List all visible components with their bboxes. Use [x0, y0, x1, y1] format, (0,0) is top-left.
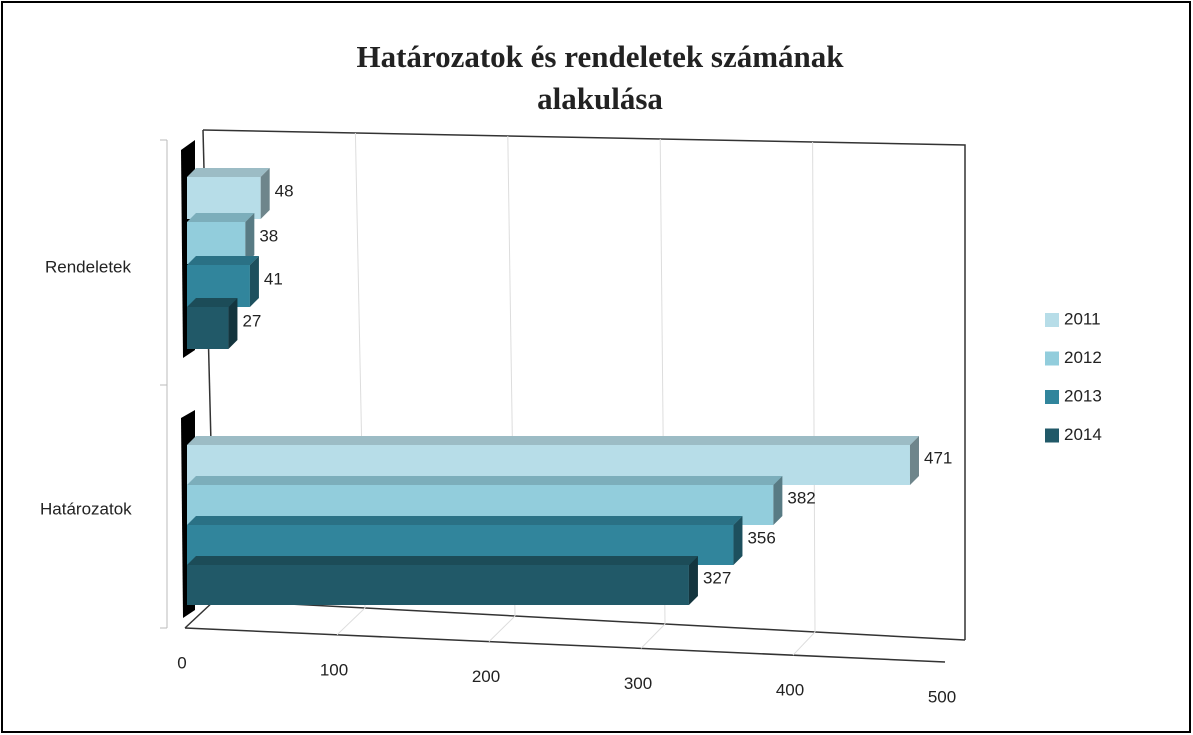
bar-side — [228, 298, 238, 349]
grid-line — [792, 631, 816, 656]
legend-swatch — [1045, 313, 1059, 327]
data-label: 382 — [787, 488, 815, 507]
bar-side — [909, 436, 919, 485]
bar — [187, 556, 698, 605]
legend-swatch — [1045, 428, 1059, 443]
data-label: 48 — [275, 181, 294, 200]
x-tick-label: 300 — [624, 674, 652, 693]
chart-title: Határozatok és rendeletek számának alakul… — [356, 39, 844, 116]
x-tick-label: 100 — [320, 660, 348, 679]
bar-top — [187, 556, 698, 565]
bar — [187, 298, 238, 349]
back-wall — [202, 129, 966, 640]
y-tick-label: Határozatok — [40, 499, 132, 518]
x-tick-label: 0 — [177, 653, 186, 672]
data-label: 327 — [703, 568, 731, 587]
data-label: 41 — [264, 269, 283, 288]
bar-top — [187, 436, 919, 445]
floor-front — [184, 627, 946, 663]
bar-top — [187, 256, 259, 265]
grid-line — [640, 623, 666, 649]
bar-top — [187, 213, 255, 222]
grid-line — [812, 141, 816, 633]
bar-side — [773, 476, 783, 525]
bar-side — [733, 516, 743, 565]
bar-side — [260, 168, 270, 219]
bar-side — [688, 556, 698, 605]
data-label: 471 — [924, 448, 952, 467]
legend-label: 2014 — [1064, 425, 1102, 444]
bar-top — [187, 516, 743, 525]
bar-front — [187, 565, 689, 605]
x-tick-label: 400 — [776, 681, 804, 700]
legend-label: 2011 — [1064, 309, 1101, 328]
x-tick-label: 200 — [472, 667, 500, 686]
legend-label: 2012 — [1064, 348, 1102, 367]
bar-front — [187, 307, 229, 349]
floor-back — [214, 599, 966, 641]
grid-line — [336, 607, 366, 636]
legend-label: 2013 — [1064, 386, 1102, 405]
data-label: 356 — [747, 528, 775, 547]
bar-top — [187, 298, 238, 307]
grid-line — [488, 615, 516, 642]
bar — [187, 168, 270, 219]
legend-swatch — [1045, 390, 1059, 404]
y-tick-label: Rendeletek — [45, 257, 132, 276]
bar-front — [187, 177, 261, 219]
bar-top — [187, 168, 270, 177]
x-tick-label: 500 — [928, 687, 956, 706]
bar-side — [245, 213, 255, 264]
legend-swatch — [1045, 351, 1059, 366]
data-label: 27 — [242, 311, 261, 330]
data-label: 38 — [259, 226, 278, 245]
bar-side — [249, 256, 259, 307]
bar-top — [187, 476, 783, 485]
